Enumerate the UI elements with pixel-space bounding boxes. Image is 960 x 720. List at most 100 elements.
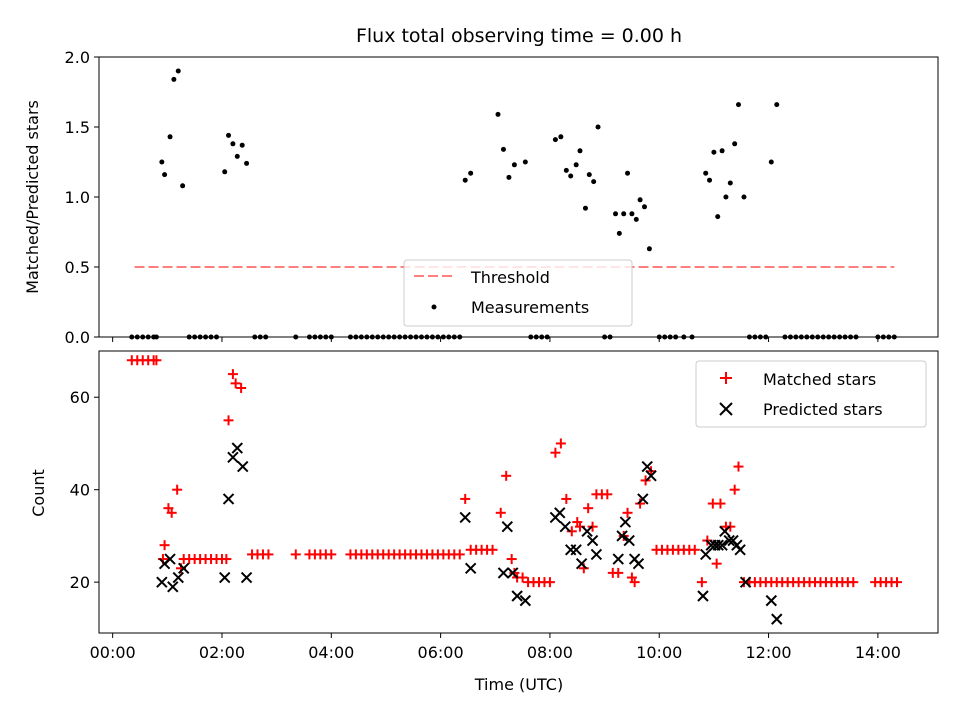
measurement-point	[782, 334, 788, 340]
predicted-star-marker	[237, 460, 249, 473]
measurement-point	[607, 334, 613, 340]
predicted-star-marker	[559, 520, 571, 533]
measurement-point	[787, 334, 793, 340]
predicted-star-marker	[501, 520, 514, 533]
predicted-star-marker	[619, 516, 632, 528]
measurement-point	[257, 334, 263, 340]
measurement-point	[391, 334, 397, 340]
predicted-star-marker	[497, 567, 510, 579]
matched-stars-points	[126, 355, 903, 588]
predicted-star-marker	[240, 571, 253, 584]
measurement-point	[312, 334, 318, 340]
measurement-point	[358, 334, 364, 340]
measurement-point	[402, 334, 408, 340]
bottom-y-axis-label: Count	[29, 469, 48, 517]
bottom-x-tick-label: 14:00	[855, 643, 901, 662]
predicted-star-marker	[641, 460, 653, 473]
top-legend: Threshold Measurements	[403, 259, 633, 327]
top-y-tick-label: 2.0	[65, 48, 90, 67]
measurement-point	[616, 230, 622, 236]
measurement-point	[375, 334, 381, 340]
bottom-x-tick-label: 04:00	[308, 643, 354, 662]
predicted-star-marker	[771, 613, 783, 625]
measurement-point	[506, 174, 512, 180]
measurement-point	[522, 159, 528, 165]
measurement-point	[252, 334, 258, 340]
predicted-star-marker	[581, 525, 593, 538]
bottom-subplot: 20 40 60 00:00 02:00 04:00 06:00 08:00 10:00 12:…	[29, 350, 939, 694]
bottom-x-tick-label: 02:00	[199, 643, 245, 662]
bottom-y-tick-label: 20	[70, 573, 90, 592]
predicted-star-marker	[723, 534, 735, 547]
measurement-point	[763, 334, 769, 340]
matched-star-marker	[151, 355, 162, 366]
matched-star-marker	[550, 447, 561, 458]
measurement-point	[440, 334, 446, 340]
predicted-star-marker	[231, 442, 243, 454]
measurement-point	[408, 334, 414, 340]
predicted-star-marker	[156, 576, 168, 588]
measurement-point	[820, 334, 826, 340]
measurement-point	[573, 162, 579, 168]
bottom-y-tick-label: 40	[70, 481, 90, 500]
measurement-point	[418, 334, 424, 340]
top-y-tick-label: 0.5	[65, 258, 90, 277]
predicted-star-marker	[632, 557, 645, 570]
matched-star-marker	[729, 484, 740, 495]
measurement-point	[637, 197, 643, 203]
measurement-point	[323, 334, 329, 340]
predicted-star-marker	[739, 576, 752, 588]
bottom-plot-frame	[98, 350, 939, 634]
measurement-point	[793, 334, 799, 340]
matched-star-marker	[848, 577, 859, 588]
predicted-star-marker	[616, 530, 628, 542]
measurement-point	[662, 334, 668, 340]
bottom-x-ticks: 00:00 02:00 04:00 06:00 08:00 10:00 12:00 14:00	[90, 633, 901, 662]
measurement-point	[429, 334, 435, 340]
top-chart-title: Flux total observing time = 0.00 h	[356, 25, 682, 47]
measurement-point	[244, 160, 250, 166]
matched-star-marker	[587, 521, 598, 532]
matched-star-marker	[689, 544, 700, 555]
measurement-point	[689, 334, 695, 340]
measurement-point	[186, 334, 192, 340]
matched-star-marker	[629, 577, 640, 588]
matched-star-marker	[544, 577, 555, 588]
measurement-point	[239, 142, 245, 148]
legend-predicted-swatch	[719, 402, 733, 416]
measurement-point	[369, 334, 375, 340]
predicted-star-marker	[164, 553, 176, 565]
measurement-point	[809, 334, 815, 340]
matched-star-marker	[725, 521, 736, 532]
measurement-point	[446, 334, 452, 340]
measurement-point	[815, 334, 821, 340]
measurement-point	[306, 334, 312, 340]
matched-star-marker	[460, 493, 471, 504]
measurement-points	[129, 68, 897, 340]
measurement-point	[222, 169, 228, 175]
matched-star-marker	[583, 503, 594, 514]
top-y-axis-label: Matched/Predicted stars	[23, 100, 42, 294]
measurement-point	[741, 194, 747, 200]
measurement-point	[732, 141, 738, 147]
measurement-point	[804, 334, 810, 340]
matched-star-marker	[555, 438, 566, 449]
predicted-star-marker	[570, 544, 582, 556]
matched-star-marker	[166, 507, 177, 518]
matched-star-marker	[487, 544, 498, 555]
measurement-point	[707, 177, 713, 183]
predicted-star-marker	[612, 553, 624, 565]
predicted-star-marker	[464, 562, 477, 574]
measurement-point	[528, 334, 534, 340]
predicted-star-marker	[637, 493, 649, 505]
measurement-point	[837, 334, 843, 340]
predicted-star-marker	[222, 493, 235, 505]
legend-matched-label: Matched stars	[763, 370, 876, 389]
measurement-point	[424, 334, 430, 340]
measurement-point	[317, 334, 323, 340]
measurement-point	[293, 334, 299, 340]
measurement-point	[891, 334, 897, 340]
matched-star-marker	[613, 567, 624, 578]
predicted-star-marker	[519, 594, 532, 607]
legend-measurements-label: Measurements	[471, 298, 589, 317]
